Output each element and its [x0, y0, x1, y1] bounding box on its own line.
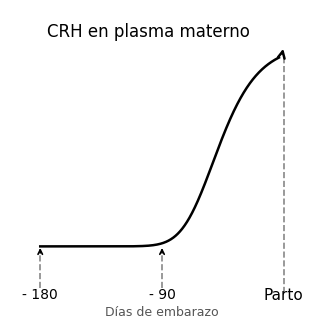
Text: - 90: - 90: [148, 288, 175, 302]
Text: CRH en plasma materno: CRH en plasma materno: [47, 23, 250, 41]
Text: - 180: - 180: [22, 288, 58, 302]
Text: Parto: Parto: [264, 288, 304, 303]
Text: Días de embarazo: Días de embarazo: [105, 306, 219, 318]
